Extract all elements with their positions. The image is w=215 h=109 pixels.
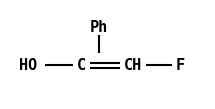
Text: CH: CH	[124, 58, 142, 73]
Text: HO: HO	[19, 58, 37, 73]
Text: F: F	[176, 58, 185, 73]
Text: C: C	[77, 58, 86, 73]
Text: Ph: Ph	[90, 20, 108, 35]
